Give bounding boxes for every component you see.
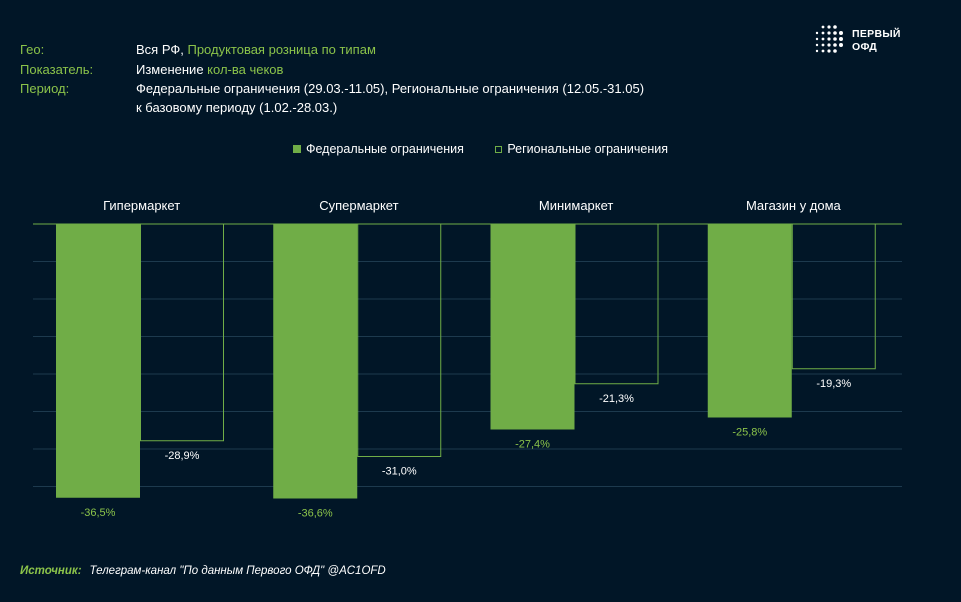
category-label: Магазин у дома	[746, 198, 842, 213]
category-label: Гипермаркет	[103, 198, 180, 213]
metric-label: Показатель:	[20, 62, 94, 77]
logo-text: ПЕРВЫЙ ОФД	[852, 28, 901, 54]
legend-label-regional: Региональные ограничения	[507, 142, 668, 156]
period-value-line1: Федеральные ограничения (29.03.-11.05), …	[136, 81, 645, 96]
data-label-regional: -19,3%	[816, 378, 851, 390]
data-label-regional: -31,0%	[382, 466, 417, 478]
bar-regional	[574, 223, 659, 385]
legend-swatch-federal	[293, 145, 301, 153]
geo-value-main: Вся РФ,	[136, 42, 188, 57]
geo-value-highlight: Продуктовая розница по типам	[187, 42, 376, 57]
metric-value-main: Изменение	[136, 62, 208, 77]
data-label-federal: -36,6%	[298, 508, 333, 520]
logo-dots-icon	[815, 25, 843, 53]
chart-legend: Федеральные ограничения Региональные огр…	[0, 142, 961, 156]
bar-regional	[357, 223, 442, 457]
logo-line2: ОФД	[852, 41, 877, 53]
geo-value: Вся РФ, Продуктовая розница по типам	[136, 42, 376, 57]
bar-federal	[490, 224, 575, 430]
logo: ПЕРВЫЙ ОФД	[814, 24, 904, 58]
metric-value-highlight: кол-ва чеков	[207, 62, 284, 77]
data-label-federal: -36,5%	[81, 507, 116, 519]
bar-federal	[707, 224, 792, 418]
source-label: Источник:	[20, 565, 82, 577]
bar-regional	[140, 223, 224, 442]
data-label-regional: -28,9%	[165, 450, 200, 462]
bar-federal	[273, 224, 358, 499]
data-label-federal: -27,4%	[515, 439, 550, 451]
period-value-line2: к базовому периоду (1.02.-28.03.)	[136, 100, 338, 115]
metric-value: Изменение кол-ва чеков	[136, 62, 283, 77]
category-label: Супермаркет	[319, 198, 398, 213]
logo-line1: ПЕРВЫЙ	[852, 28, 901, 40]
source-text: Телеграм-канал "По данным Первого ОФД" @…	[89, 565, 386, 577]
geo-label: Гео:	[20, 42, 45, 57]
legend-item-federal: Федеральные ограничения	[293, 142, 464, 156]
period-label: Период:	[20, 81, 70, 96]
data-label-regional: -21,3%	[599, 393, 634, 405]
bar-regional	[791, 223, 876, 370]
source-note: Источник: Телеграм-канал "По данным Перво…	[20, 565, 386, 577]
bar-federal	[56, 224, 140, 498]
data-label-federal: -25,8%	[732, 427, 767, 439]
category-label: Минимаркет	[539, 198, 614, 213]
legend-label-federal: Федеральные ограничения	[306, 142, 464, 156]
legend-item-regional: Региональные ограничения	[495, 142, 668, 156]
legend-swatch-regional	[495, 146, 503, 153]
